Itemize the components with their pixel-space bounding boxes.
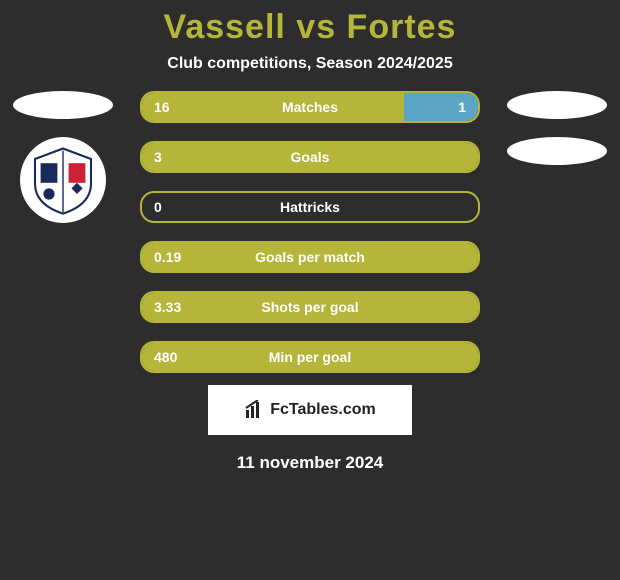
- left-player-ellipse: [13, 91, 113, 119]
- stat-label: Goals: [142, 143, 478, 171]
- stat-bars: 161Matches 3Goals 0Hattricks 0.19Goals per …: [140, 91, 480, 373]
- date-label: 11 november 2024: [0, 453, 620, 473]
- chart-icon: [244, 400, 264, 420]
- brand-badge[interactable]: FcTables.com: [208, 385, 412, 435]
- page-title: Vassell vs Fortes: [0, 8, 620, 47]
- right-player-ellipse: [507, 91, 607, 119]
- left-player-col: [8, 91, 118, 223]
- stat-label: Shots per goal: [142, 293, 478, 321]
- left-club-crest: [20, 137, 106, 223]
- subtitle: Club competitions, Season 2024/2025: [0, 55, 620, 73]
- stat-label: Goals per match: [142, 243, 478, 271]
- shield-icon: [28, 145, 98, 215]
- stat-row-goals: 3Goals: [140, 141, 480, 173]
- brand-label: FcTables.com: [270, 401, 376, 419]
- stat-label: Min per goal: [142, 343, 478, 371]
- stat-row-min-per-goal: 480Min per goal: [140, 341, 480, 373]
- right-club-ellipse: [507, 137, 607, 165]
- stat-row-goals-per-match: 0.19Goals per match: [140, 241, 480, 273]
- body: 161Matches 3Goals 0Hattricks 0.19Goals per …: [0, 91, 620, 361]
- stat-row-hattricks: 0Hattricks: [140, 191, 480, 223]
- comparison-card: Vassell vs Fortes Club competitions, Sea…: [0, 8, 620, 580]
- right-player-col: [502, 91, 612, 165]
- stat-row-matches: 161Matches: [140, 91, 480, 123]
- stat-row-shots-per-goal: 3.33Shots per goal: [140, 291, 480, 323]
- stat-label: Matches: [142, 93, 478, 121]
- stat-label: Hattricks: [142, 193, 478, 221]
